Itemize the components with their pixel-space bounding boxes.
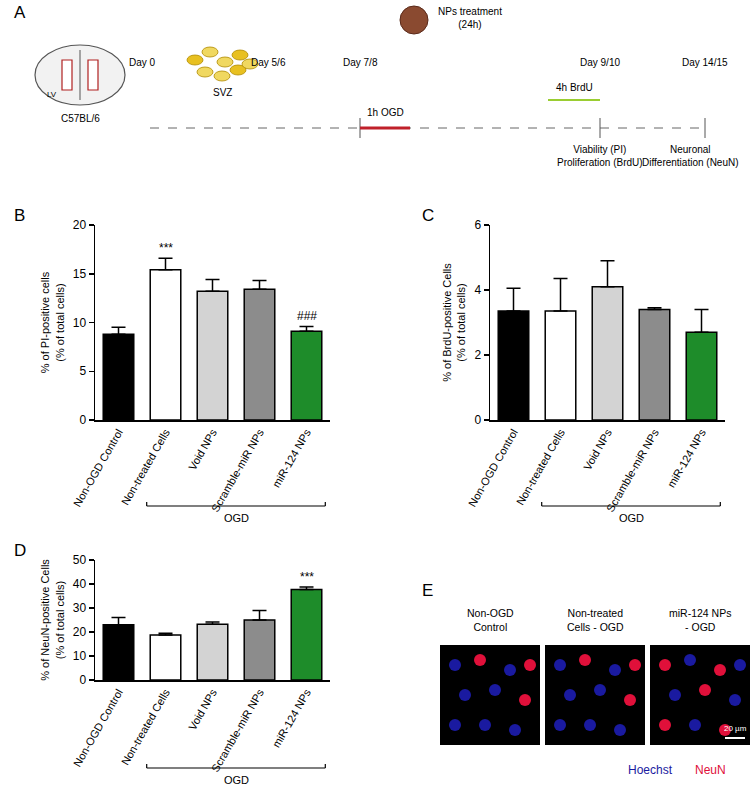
svg-text:Hoechst: Hoechst — [628, 763, 673, 777]
svg-text:Void NPs: Void NPs — [186, 687, 219, 733]
svg-text:LV: LV — [47, 90, 57, 99]
svg-text:Non-OGD Control: Non-OGD Control — [466, 427, 520, 509]
svg-text:D: D — [14, 541, 26, 560]
svg-text:1h OGD: 1h OGD — [367, 107, 404, 118]
svg-text:Scramble-miR NPs: Scramble-miR NPs — [209, 687, 266, 774]
svg-text:% of NeuN-positive Cells(% of: % of NeuN-positive Cells(% of total cell… — [39, 559, 65, 681]
svg-text:NeuN: NeuN — [695, 763, 726, 777]
svg-text:20: 20 — [73, 218, 87, 232]
svg-text:6: 6 — [474, 218, 481, 232]
svg-text:Non-treated Cells: Non-treated Cells — [119, 687, 172, 768]
svg-text:***: *** — [300, 570, 314, 584]
svg-text:30: 30 — [73, 601, 87, 615]
svg-text:15: 15 — [73, 267, 87, 281]
svg-text:0: 0 — [79, 673, 86, 687]
svg-text:Day 5/6: Day 5/6 — [251, 57, 286, 68]
svg-text:E: E — [422, 581, 433, 600]
svg-text:2: 2 — [474, 348, 481, 362]
svg-text:Non-treated Cells: Non-treated Cells — [119, 427, 172, 508]
svg-text:20 µm: 20 µm — [724, 724, 747, 733]
svg-text:5: 5 — [79, 364, 86, 378]
svg-text:NeuronalDifferentiation (NeuN): NeuronalDifferentiation (NeuN) — [642, 144, 739, 168]
svg-text:OGD: OGD — [224, 512, 249, 524]
svg-text:4: 4 — [474, 283, 481, 297]
svg-text:B: B — [14, 206, 25, 225]
svg-text:OGD: OGD — [224, 774, 249, 786]
svg-text:0: 0 — [474, 413, 481, 427]
svg-text:Non-treatedCells - OGD: Non-treatedCells - OGD — [567, 607, 624, 633]
svg-text:Day 9/10: Day 9/10 — [580, 57, 620, 68]
svg-text:10: 10 — [73, 649, 87, 663]
svg-text:0: 0 — [79, 413, 86, 427]
svg-text:miR-124 NPs- OGD: miR-124 NPs- OGD — [669, 607, 731, 633]
svg-text:50: 50 — [73, 553, 87, 567]
svg-text:C57BL/6: C57BL/6 — [61, 113, 100, 124]
svg-text:SVZ: SVZ — [213, 87, 232, 98]
svg-text:20: 20 — [73, 625, 87, 639]
svg-text:NPs treatment(24h): NPs treatment(24h) — [438, 6, 502, 30]
svg-text:miR-124 NPs: miR-124 NPs — [270, 687, 313, 750]
svg-text:miR-124 NPs: miR-124 NPs — [270, 427, 313, 490]
svg-text:Day 0: Day 0 — [129, 57, 156, 68]
svg-text:***: *** — [159, 241, 173, 255]
svg-text:4h BrdU: 4h BrdU — [556, 82, 593, 93]
svg-text:Viability (PI)Proliferation (B: Viability (PI)Proliferation (BrdU) — [557, 144, 643, 168]
svg-text:Scramble-miR NPs: Scramble-miR NPs — [209, 427, 266, 514]
svg-text:10: 10 — [73, 316, 87, 330]
svg-text:C: C — [422, 206, 434, 225]
svg-text:40: 40 — [73, 577, 87, 591]
svg-text:Void NPs: Void NPs — [581, 427, 614, 473]
svg-text:Non-OGDControl: Non-OGDControl — [467, 607, 514, 633]
svg-text:% of BrdU-positive Cells(% of: % of BrdU-positive Cells(% of total cell… — [441, 263, 467, 382]
svg-text:miR-124 NPs: miR-124 NPs — [665, 427, 708, 490]
svg-text:A: A — [14, 3, 26, 22]
svg-text:OGD: OGD — [619, 512, 644, 524]
svg-text:Day 7/8: Day 7/8 — [343, 57, 378, 68]
svg-text:Non-OGD Control: Non-OGD Control — [71, 687, 125, 769]
svg-text:Non-treated Cells: Non-treated Cells — [514, 427, 567, 508]
svg-text:Day 14/15: Day 14/15 — [682, 57, 728, 68]
svg-text:Void NPs: Void NPs — [186, 427, 219, 473]
svg-text:% of PI-positive cells(% of to: % of PI-positive cells(% of total cells) — [39, 271, 65, 373]
svg-text:Non-OGD Control: Non-OGD Control — [71, 427, 125, 509]
svg-text:###: ### — [297, 309, 317, 323]
svg-text:Scramble-miR NPs: Scramble-miR NPs — [604, 427, 661, 514]
